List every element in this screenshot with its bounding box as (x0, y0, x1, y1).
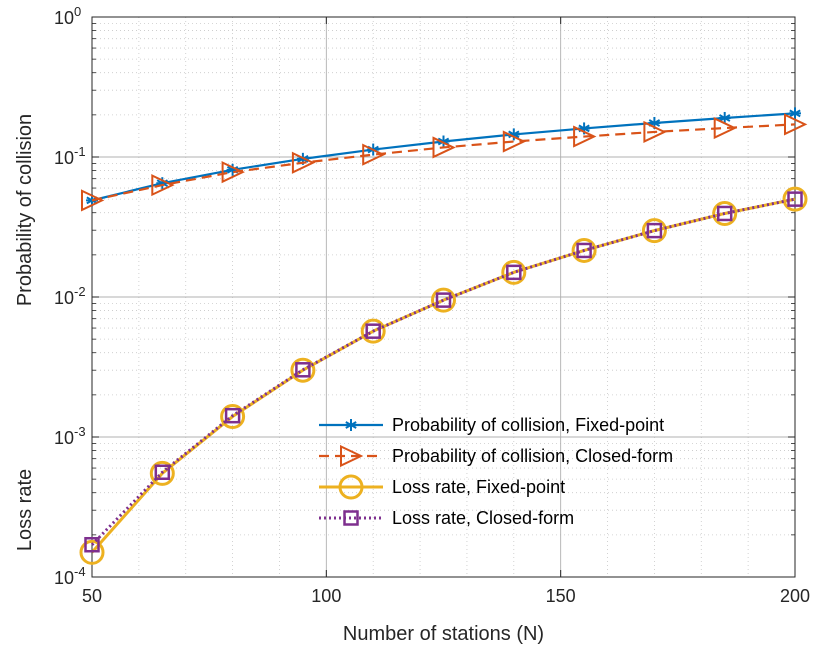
circle-marker (79, 539, 105, 565)
y-tick-label: 10-1 (54, 144, 86, 168)
circle-marker (782, 186, 808, 212)
x-tick-label: 50 (82, 586, 102, 606)
y-axis-label-probability: Probability of collision (14, 114, 36, 306)
y-axis-label: Loss rate Probability of collision (14, 114, 36, 551)
triangle-marker (221, 161, 245, 184)
circle-marker (360, 318, 386, 344)
asterisk-marker (507, 128, 520, 141)
asterisk-marker (345, 419, 357, 431)
circle-marker (501, 259, 527, 285)
square-marker (154, 464, 171, 481)
square-marker (576, 242, 592, 259)
series-line (91, 123, 796, 202)
triangle-marker (573, 125, 597, 148)
y-axis-label-loss-rate: Loss rate (14, 469, 36, 551)
triangle-marker (362, 143, 386, 166)
triangle-marker (432, 136, 456, 159)
y-tick-label: 10-3 (54, 424, 86, 448)
square-marker (295, 362, 311, 378)
x-tick-label: 200 (780, 586, 810, 606)
square-marker (787, 191, 803, 207)
square-marker (343, 510, 359, 526)
square-marker (435, 292, 452, 308)
legend-label: Loss rate, Fixed-point (392, 477, 565, 497)
circle-marker (220, 404, 246, 430)
square-marker (506, 264, 522, 281)
square-marker (716, 205, 733, 222)
series (79, 107, 808, 565)
triangle-marker (784, 113, 808, 136)
square-marker (646, 222, 663, 239)
legend: Probability of collision, Fixed-point Pro… (319, 415, 673, 528)
circle-marker (290, 357, 316, 383)
square-marker (365, 323, 381, 339)
asterisk-marker (789, 107, 801, 120)
legend-item-0: Probability of collision, Fixed-point (319, 415, 664, 435)
circle-marker (338, 474, 364, 500)
legend-label: Loss rate, Closed-form (392, 508, 574, 528)
legend-item-2: Loss rate, Fixed-point (319, 474, 565, 500)
circle-marker (641, 218, 667, 244)
asterisk-marker (718, 111, 731, 124)
series-1 (81, 113, 808, 212)
x-tick-label: 150 (546, 586, 576, 606)
circle-marker (431, 287, 456, 313)
triangle-marker (151, 174, 175, 197)
legend-item-3: Loss rate, Closed-form (319, 508, 574, 528)
triangle-marker (643, 120, 667, 144)
legend-label: Probability of collision, Fixed-point (392, 415, 664, 435)
legend-label: Probability of collision, Closed-form (392, 446, 673, 466)
circle-marker (571, 237, 597, 263)
y-tick-label: 10-4 (54, 564, 86, 588)
series-3 (84, 191, 803, 553)
y-tick-label: 100 (54, 4, 81, 28)
circle-marker (712, 200, 738, 226)
triangle-marker (291, 151, 316, 174)
triangle-marker (81, 189, 105, 212)
x-axis-label: Number of stations (N) (343, 623, 544, 645)
x-tick-label: 100 (311, 586, 341, 606)
series-line (90, 197, 796, 546)
triangle-marker (713, 116, 738, 140)
circle-marker (149, 460, 175, 486)
triangle-marker (502, 130, 527, 153)
legend-item-1: Probability of collision, Closed-form (319, 444, 673, 468)
y-tick-label: 10-2 (54, 284, 86, 308)
square-marker (84, 536, 100, 553)
square-marker (224, 407, 241, 424)
triangle-marker (340, 444, 364, 468)
ticks: 50 100 150 200 10-4 10-3 10-2 10-1 100 (54, 4, 810, 606)
